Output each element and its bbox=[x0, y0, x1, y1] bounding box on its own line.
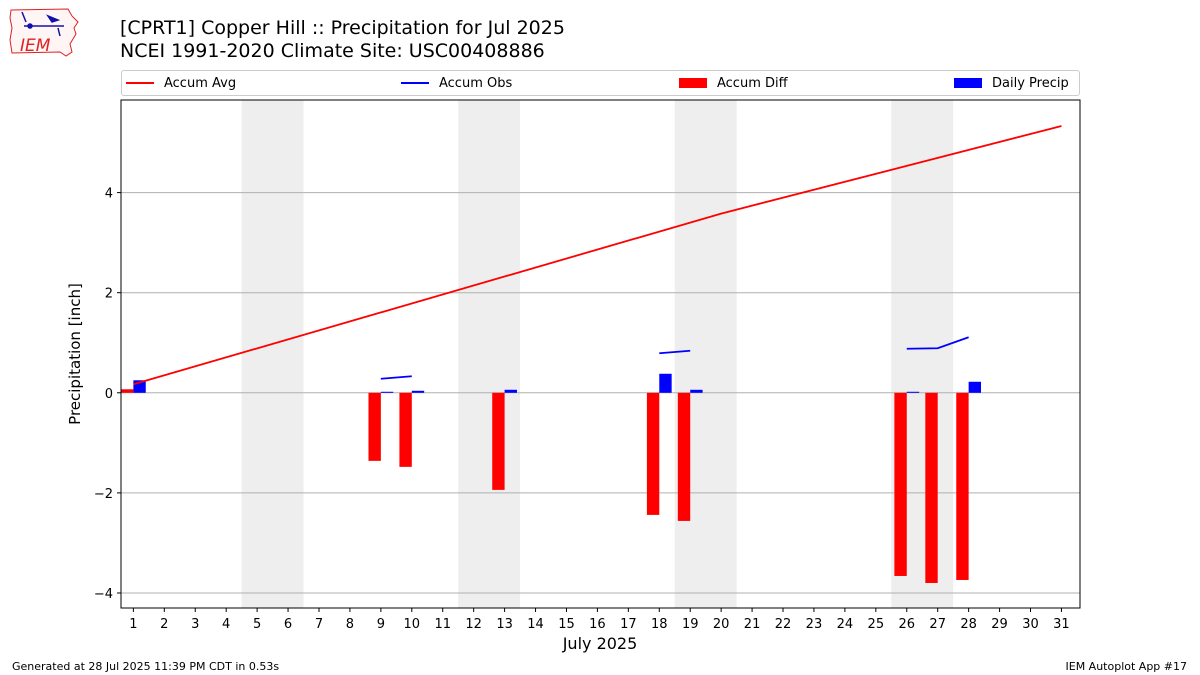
weekend-band-0 bbox=[241, 100, 304, 608]
x-axis-label: July 2025 bbox=[562, 634, 638, 653]
legend-item-accum-diff: Accum Diff bbox=[679, 71, 788, 95]
x-tick-label-2: 2 bbox=[160, 617, 168, 632]
x-tick-label-29: 29 bbox=[991, 617, 1008, 632]
y-axis-label: Precipitation [inch] bbox=[66, 283, 84, 425]
iem-logo: IEM bbox=[9, 8, 79, 57]
legend-item-daily-precip: Daily Precip bbox=[954, 71, 1069, 95]
legend-label-accum-obs: Accum Obs bbox=[439, 75, 513, 91]
x-tick-label-9: 9 bbox=[377, 617, 385, 632]
x-tick-label-4: 4 bbox=[222, 617, 230, 632]
accum-diff-bar-day-1 bbox=[121, 389, 134, 393]
legend-swatch-daily-precip bbox=[954, 78, 982, 88]
x-tick-label-5: 5 bbox=[253, 617, 261, 632]
bars bbox=[121, 373, 982, 583]
legend-swatch-accum-obs bbox=[401, 82, 429, 84]
x-tick-label-8: 8 bbox=[346, 617, 354, 632]
y-tick-label-0: 0 bbox=[105, 387, 113, 402]
daily-precip-bar-day-19 bbox=[690, 389, 703, 393]
x-tick-label-26: 26 bbox=[898, 617, 915, 632]
legend-item-accum-obs: Accum Obs bbox=[401, 71, 512, 95]
legend-swatch-accum-avg bbox=[126, 82, 154, 84]
x-tick-label-16: 16 bbox=[589, 617, 606, 632]
accum-diff-bar-day-18 bbox=[646, 392, 660, 515]
x-tick-label-6: 6 bbox=[284, 617, 292, 632]
legend: Accum Avg Accum Obs Accum Diff Daily Pre… bbox=[121, 70, 1080, 96]
x-tick-label-31: 31 bbox=[1053, 617, 1070, 632]
x-tick-label-3: 3 bbox=[191, 617, 199, 632]
x-tick-label-17: 17 bbox=[620, 617, 637, 632]
x-tick-label-23: 23 bbox=[806, 617, 823, 632]
daily-precip-bar-day-9 bbox=[380, 391, 394, 393]
weekend-band-2 bbox=[674, 100, 737, 608]
x-tick-label-30: 30 bbox=[1022, 617, 1039, 632]
footer-generated: Generated at 28 Jul 2025 11:39 PM CDT in… bbox=[12, 660, 280, 673]
y-tick-label--4: −4 bbox=[94, 587, 113, 602]
daily-precip-bar-day-10 bbox=[411, 390, 425, 393]
accum-diff-bar-day-13 bbox=[492, 392, 505, 490]
weekend-band-1 bbox=[458, 100, 521, 608]
accum-diff-bar-day-9 bbox=[368, 392, 381, 461]
iowa-outline-icon bbox=[9, 8, 79, 57]
y-tick-label-4: 4 bbox=[105, 187, 113, 202]
x-tick-label-27: 27 bbox=[929, 617, 946, 632]
legend-swatch-accum-diff bbox=[679, 78, 707, 88]
y-gridlines bbox=[121, 192, 1080, 594]
accum-avg-line bbox=[133, 125, 1062, 386]
x-tick-label-19: 19 bbox=[682, 617, 699, 632]
x-tick-label-15: 15 bbox=[558, 617, 575, 632]
x-tick-label-28: 28 bbox=[960, 617, 977, 632]
legend-label-accum-diff: Accum Diff bbox=[717, 75, 788, 91]
x-tick-label-7: 7 bbox=[315, 617, 323, 632]
x-tick-label-25: 25 bbox=[868, 617, 885, 632]
daily-precip-bar-day-26 bbox=[906, 391, 920, 393]
weekend-shading bbox=[241, 100, 954, 608]
y-tick-label-2: 2 bbox=[105, 287, 113, 302]
daily-precip-bar-day-13 bbox=[504, 389, 517, 393]
x-tick-label-24: 24 bbox=[837, 617, 854, 632]
accum-obs-line-0 bbox=[380, 375, 412, 380]
accum-obs-line-2 bbox=[906, 336, 969, 350]
lines bbox=[133, 125, 1062, 386]
daily-precip-bar-day-18 bbox=[659, 373, 672, 393]
plot-frame bbox=[120, 99, 1081, 609]
accum-diff-bar-day-26 bbox=[894, 392, 907, 576]
y-ticks: −4 −2 0 2 4 bbox=[94, 187, 121, 602]
accum-diff-bar-day-19 bbox=[677, 392, 691, 521]
accum-diff-bar-day-10 bbox=[399, 392, 412, 467]
y-tick-label--2: −2 bbox=[94, 487, 113, 502]
footer-app: IEM Autoplot App #17 bbox=[1065, 660, 1188, 673]
x-tick-label-12: 12 bbox=[465, 617, 482, 632]
logo-text: IEM bbox=[20, 36, 51, 56]
legend-item-accum-avg: Accum Avg bbox=[126, 71, 236, 95]
x-tick-label-21: 21 bbox=[744, 617, 761, 632]
x-tick-label-11: 11 bbox=[434, 617, 451, 632]
daily-precip-bar-day-28 bbox=[968, 381, 982, 393]
accum-diff-bar-day-28 bbox=[956, 392, 969, 580]
chart-title: [CPRT1] Copper Hill :: Precipitation for… bbox=[120, 17, 565, 39]
weather-station-icon bbox=[21, 11, 64, 37]
legend-label-daily-precip: Daily Precip bbox=[992, 75, 1069, 91]
x-tick-label-1: 1 bbox=[129, 617, 137, 632]
x-ticks: 1 2 3 4 5 6 7 8 9 10 11 12 13 14 15 16 17 18 19 20 21 22 23 24 2… bbox=[129, 608, 1070, 632]
x-tick-label-18: 18 bbox=[651, 617, 668, 632]
accum-diff-bar-day-27 bbox=[925, 392, 938, 583]
x-tick-label-22: 22 bbox=[775, 617, 792, 632]
x-tick-label-10: 10 bbox=[404, 617, 421, 632]
x-tick-label-13: 13 bbox=[496, 617, 513, 632]
x-tick-label-20: 20 bbox=[713, 617, 730, 632]
legend-label-accum-avg: Accum Avg bbox=[164, 75, 237, 91]
accum-obs-line-1 bbox=[659, 349, 691, 355]
x-tick-label-14: 14 bbox=[527, 617, 544, 632]
chart-subtitle: NCEI 1991-2020 Climate Site: USC00408886 bbox=[120, 40, 545, 62]
